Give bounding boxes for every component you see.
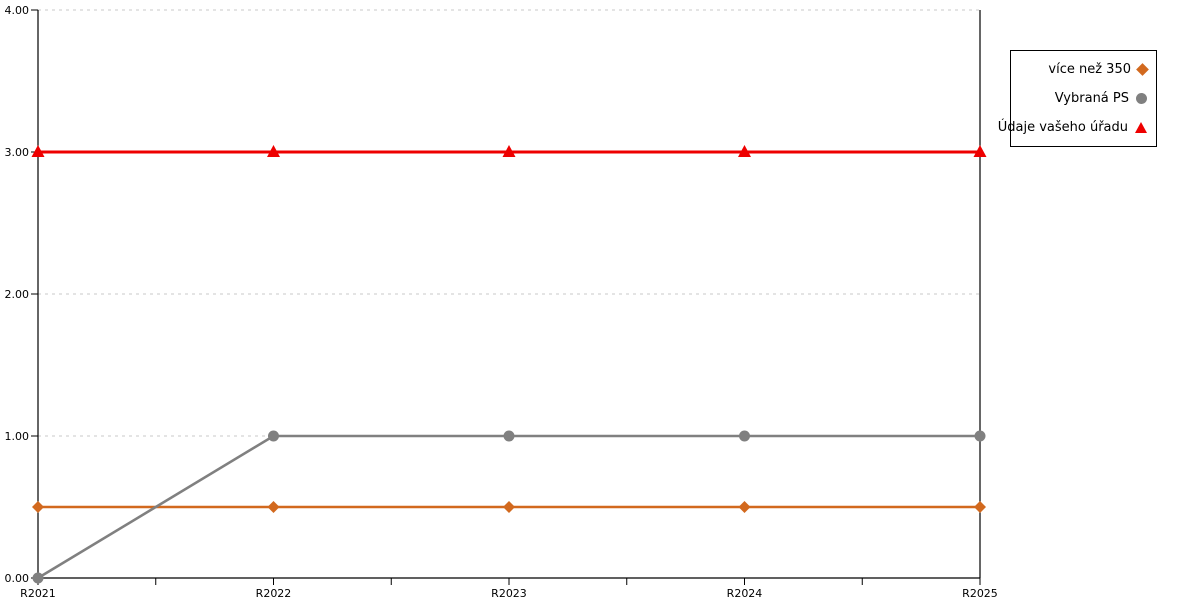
data-point-diamond bbox=[738, 501, 751, 513]
y-tick-label: 3.00 bbox=[5, 146, 30, 159]
data-point-circle bbox=[503, 430, 515, 442]
data-point-triangle bbox=[973, 145, 987, 157]
diamond-icon bbox=[1136, 63, 1149, 76]
data-point-circle bbox=[974, 430, 986, 442]
legend-item: Údaje vašeho úřadu bbox=[998, 113, 1156, 142]
y-tick-label: 0.00 bbox=[5, 572, 30, 585]
circle-icon bbox=[1136, 93, 1147, 104]
legend-item: více než 350 bbox=[1011, 55, 1156, 84]
triangle-icon bbox=[1135, 122, 1147, 133]
data-point-diamond bbox=[32, 501, 44, 513]
data-point-triangle bbox=[31, 145, 45, 157]
data-point-diamond bbox=[974, 501, 986, 513]
data-point-circle bbox=[268, 430, 279, 442]
x-tick-label: R2021 bbox=[20, 587, 56, 600]
data-point-circle bbox=[32, 572, 44, 584]
x-tick-label: R2025 bbox=[962, 587, 998, 600]
x-tick-label: R2022 bbox=[256, 587, 292, 600]
data-point-triangle bbox=[267, 145, 280, 157]
y-tick-label: 4.00 bbox=[5, 4, 30, 17]
legend-label: Údaje vašeho úřadu bbox=[997, 120, 1128, 135]
data-point-triangle bbox=[738, 145, 751, 157]
data-point-triangle bbox=[502, 145, 516, 157]
legend-label: více než 350 bbox=[1048, 62, 1131, 77]
x-tick-label: R2024 bbox=[727, 587, 763, 600]
y-tick-label: 2.00 bbox=[5, 288, 30, 301]
x-tick-label: R2023 bbox=[491, 587, 527, 600]
legend-label: Vybraná PS bbox=[1054, 91, 1129, 106]
legend-item: Vybraná PS bbox=[1011, 84, 1156, 113]
data-point-diamond bbox=[267, 501, 280, 513]
data-point-diamond bbox=[503, 501, 515, 513]
y-tick-label: 1.00 bbox=[5, 430, 30, 443]
legend: více než 350 Vybraná PS Údaje vašeho úřa… bbox=[998, 50, 1157, 147]
data-point-circle bbox=[739, 430, 750, 442]
